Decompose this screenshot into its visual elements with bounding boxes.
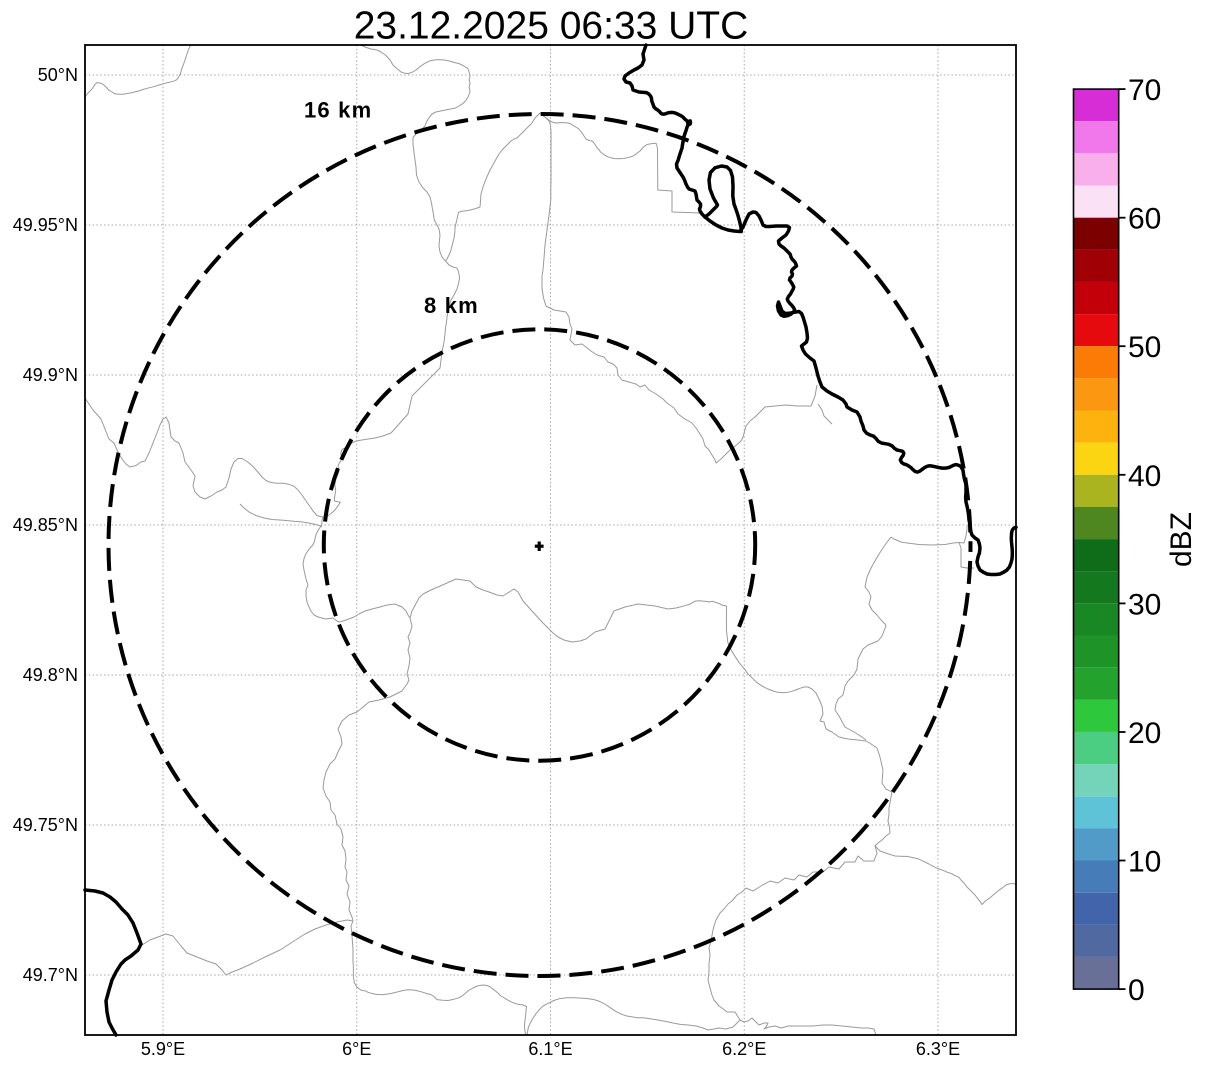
svg-text:0: 0 [1128,974,1145,1007]
svg-text:6.3°E: 6.3°E [916,1039,960,1059]
svg-text:50: 50 [1128,331,1161,364]
svg-text:60: 60 [1128,203,1161,236]
svg-text:30: 30 [1128,588,1161,621]
svg-text:5.9°E: 5.9°E [141,1039,185,1059]
svg-text:6.1°E: 6.1°E [528,1039,572,1059]
svg-text:70: 70 [1128,74,1161,107]
svg-text:49.75°N: 49.75°N [13,815,78,835]
svg-text:6°E: 6°E [342,1039,371,1059]
svg-text:50°N: 50°N [38,65,78,85]
svg-text:23.12.2025 06:33 UTC: 23.12.2025 06:33 UTC [354,5,749,48]
svg-text:49.7°N: 49.7°N [23,965,78,985]
svg-text:49.85°N: 49.85°N [13,515,78,535]
svg-text:6.2°E: 6.2°E [722,1039,766,1059]
svg-text:20: 20 [1128,717,1161,750]
svg-text:dBZ: dBZ [1165,512,1198,567]
svg-text:16 km: 16 km [304,97,372,122]
svg-text:49.9°N: 49.9°N [23,365,78,385]
svg-text:8 km: 8 km [424,293,479,318]
svg-text:49.95°N: 49.95°N [13,215,78,235]
svg-text:49.8°N: 49.8°N [23,665,78,685]
svg-text:10: 10 [1128,846,1161,879]
svg-text:40: 40 [1128,460,1161,493]
